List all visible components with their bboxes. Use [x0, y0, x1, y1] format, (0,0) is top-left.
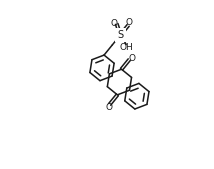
- Text: O: O: [129, 54, 136, 63]
- Text: O: O: [111, 19, 118, 28]
- Text: O: O: [105, 103, 112, 112]
- Text: O: O: [126, 18, 132, 27]
- Text: OH: OH: [120, 43, 134, 52]
- Text: S: S: [117, 30, 123, 40]
